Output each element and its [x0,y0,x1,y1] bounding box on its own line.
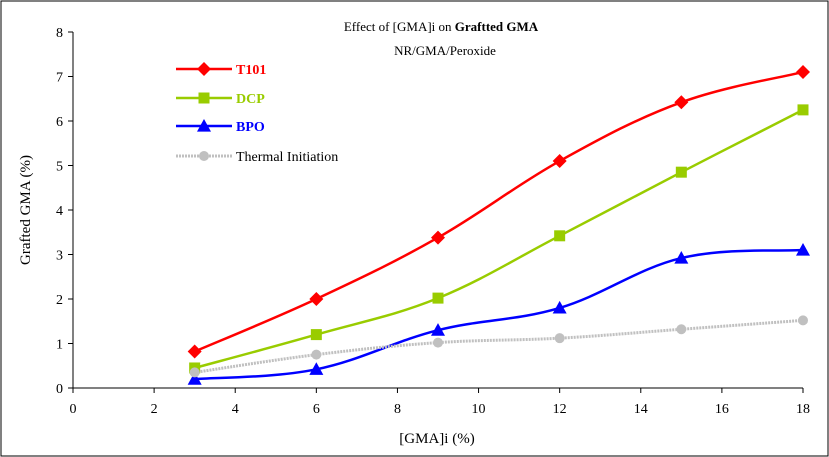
data-point [676,324,687,335]
legend-label: T101 [236,63,266,78]
data-point [675,166,687,178]
x-tick-label: 10 [472,402,486,417]
data-point [432,292,444,304]
legend-swatch-marker [198,92,210,104]
data-point [431,323,445,336]
series-line [194,318,804,374]
x-tick-label: 8 [394,402,401,417]
x-tick-label: 6 [313,402,320,417]
data-point [796,243,810,256]
data-point [674,95,689,110]
y-tick-label: 1 [56,338,63,353]
data-point [554,230,566,242]
data-point [797,104,809,116]
legend-swatch-marker [197,62,211,76]
data-point [431,230,445,245]
legend-item: Thermal Initiation [176,150,338,165]
legend-label: DCP [236,92,265,107]
x-tick-label: 16 [715,402,729,417]
x-tick-label: 4 [232,402,239,417]
legend-item: BPO [176,119,265,135]
y-tick-label: 7 [56,71,63,86]
y-tick-label: 4 [56,204,63,219]
data-point [187,344,202,359]
data-point [309,292,324,306]
y-tick-label: 8 [56,26,63,41]
data-point [552,300,567,314]
legend-swatch-marker [197,119,211,132]
legend-item: DCP [176,92,265,107]
data-point [189,367,200,378]
data-point [310,329,322,341]
x-tick-label: 0 [70,402,77,417]
series-line [194,108,804,370]
legend: T101 DCP BPO Thermal Initiation [176,62,338,165]
y-tick-label: 3 [56,249,63,264]
chart-subtitle: NR/GMA/Peroxide [394,43,496,58]
y-tick-label: 6 [56,115,63,130]
series-line [194,248,804,381]
series-t101 [187,65,810,359]
series-layer [187,65,810,385]
data-point [554,333,565,344]
y-axis-label: Grafted GMA (%) [18,155,34,265]
series-thermal-initiation [189,315,808,378]
data-point [187,372,202,385]
y-tick-label: 0 [56,382,63,397]
series-bpo [187,243,810,385]
chart-title-plain: Effect of [GMA]i on [344,19,455,34]
data-point [796,65,810,80]
data-point [309,362,324,375]
legend-swatch-marker [199,151,209,161]
data-point [674,251,689,264]
y-tick-label: 5 [56,160,63,175]
y-tick-label: 2 [56,293,63,308]
data-point [433,337,443,348]
data-point [552,154,567,169]
data-point [311,349,322,360]
data-point [798,315,808,326]
legend-item: T101 [176,62,266,78]
chart-title-bold: Graftted GMA [455,19,539,34]
legend-label: BPO [236,120,265,135]
x-tick-label: 18 [796,402,810,417]
x-axis-label: [GMA]i (%) [399,431,474,447]
x-tick-label: 2 [151,402,158,417]
chart-title: Effect of [GMA]i on Graftted GMA [344,19,539,34]
legend-label: Thermal Initiation [236,150,338,165]
x-tick-label: 12 [553,402,567,417]
series-line [194,70,804,353]
x-tick-label: 14 [634,402,648,417]
